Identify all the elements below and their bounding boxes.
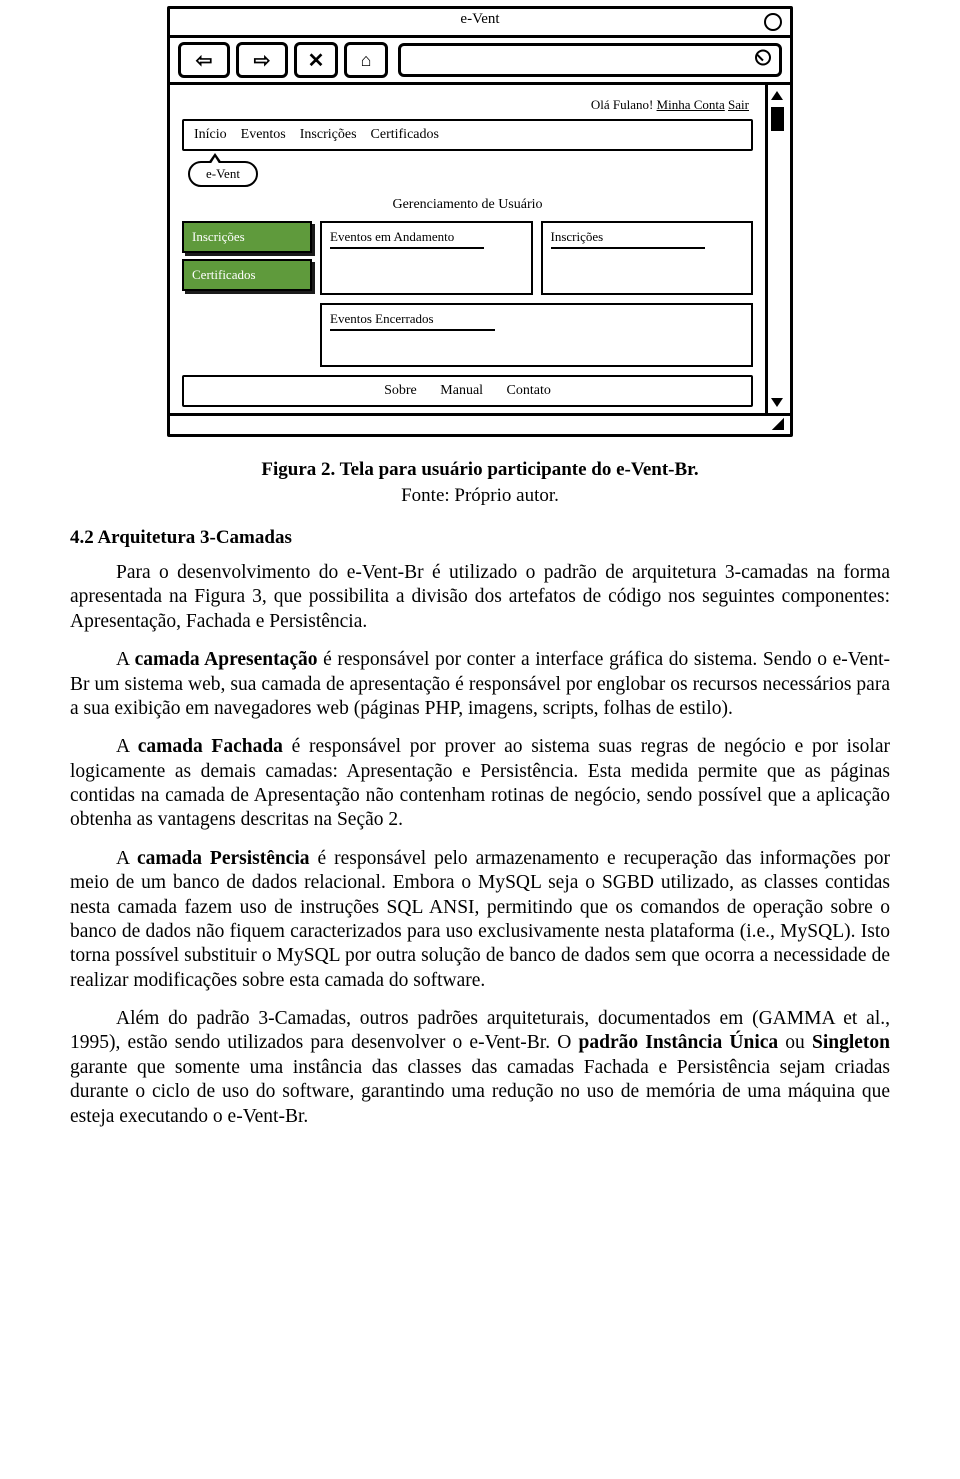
nav-events[interactable]: Eventos <box>241 127 286 143</box>
browser-toolbar: ⇦ ⇨ ✕ ⌂ <box>170 38 790 85</box>
search-icon[interactable] <box>755 50 771 71</box>
nav-registrations[interactable]: Inscrições <box>300 127 357 143</box>
back-button[interactable]: ⇦ <box>178 42 230 78</box>
footer-manual[interactable]: Manual <box>440 383 483 398</box>
browser-window: e-Vent ⇦ ⇨ ✕ ⌂ Olá Fulano! Minha Conta S… <box>167 6 793 437</box>
footer-nav: Sobre Manual Contato <box>182 375 753 407</box>
paragraph-4: A camada Persistência é responsável pelo… <box>70 847 890 993</box>
footer-about[interactable]: Sobre <box>384 383 417 398</box>
window-titlebar: e-Vent <box>170 9 790 38</box>
home-button[interactable]: ⌂ <box>344 42 388 78</box>
figure-caption-line1: Figura 2. Tela para usuário participante… <box>70 459 890 481</box>
nav-certificates[interactable]: Certificados <box>371 127 439 143</box>
vertical-scrollbar[interactable] <box>765 85 790 413</box>
section-heading: 4.2 Arquitetura 3-Camadas <box>70 527 890 549</box>
card-registrations[interactable]: Inscrições <box>541 221 754 295</box>
user-bar: Olá Fulano! Minha Conta Sair <box>182 95 753 119</box>
section-title: Gerenciamento de Usuário <box>182 197 753 213</box>
greeting-text: Olá Fulano! <box>591 97 653 112</box>
card-events-ongoing[interactable]: Eventos em Andamento <box>320 221 533 295</box>
window-control-icon[interactable] <box>764 13 782 31</box>
forward-button[interactable]: ⇨ <box>236 42 288 78</box>
paragraph-1: Para o desenvolvimento do e-Vent-Br é ut… <box>70 561 890 634</box>
footer-contact[interactable]: Contato <box>507 383 551 398</box>
brand-bubble: e-Vent <box>188 161 258 187</box>
resize-grip-icon[interactable]: ◢ <box>170 413 790 434</box>
window-title: e-Vent <box>460 11 499 28</box>
figure-caption-line2: Fonte: Próprio autor. <box>70 485 890 507</box>
side-btn-registrations[interactable]: Inscrições <box>182 221 312 253</box>
side-btn-certificates[interactable]: Certificados <box>182 259 312 291</box>
logout-link[interactable]: Sair <box>728 97 749 112</box>
stop-button[interactable]: ✕ <box>294 42 338 78</box>
figure-2-mockup: e-Vent ⇦ ⇨ ✕ ⌂ Olá Fulano! Minha Conta S… <box>70 0 890 437</box>
main-nav: Início Eventos Inscrições Certificados <box>182 119 753 151</box>
my-account-link[interactable]: Minha Conta <box>657 97 725 112</box>
paragraph-2: A camada Apresentação é responsável por … <box>70 648 890 721</box>
card-events-closed[interactable]: Eventos Encerrados <box>320 303 753 367</box>
address-bar[interactable] <box>398 43 782 77</box>
nav-home[interactable]: Início <box>194 127 227 143</box>
paragraph-3: A camada Fachada é responsável por prove… <box>70 735 890 833</box>
paragraph-5: Além do padrão 3-Camadas, outros padrões… <box>70 1007 890 1129</box>
scroll-thumb[interactable] <box>771 107 784 131</box>
